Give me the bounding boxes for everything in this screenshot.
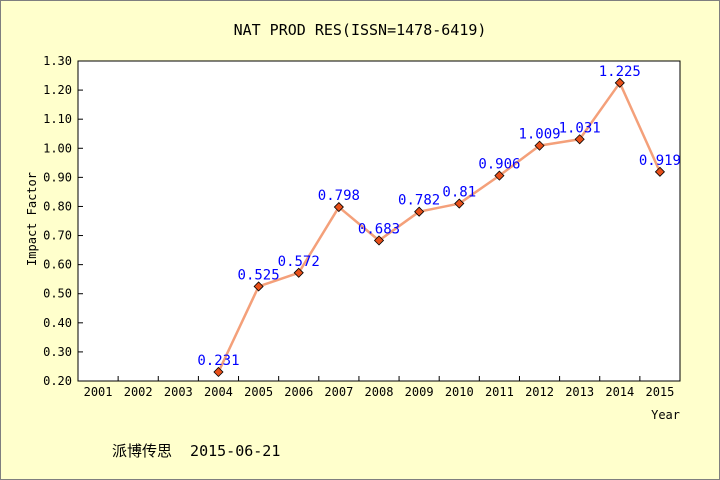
data-point-marker: [494, 170, 505, 181]
x-tick-label: 2011: [485, 385, 514, 399]
x-tick-label: 2010: [445, 385, 474, 399]
data-label: 0.782: [398, 193, 440, 209]
y-tick-label: 0.60: [43, 258, 72, 272]
data-point-marker: [213, 366, 224, 378]
data-point-marker: [293, 267, 304, 278]
x-tick-label: 2012: [525, 385, 554, 399]
y-tick-label: 0.40: [43, 316, 72, 330]
data-point-marker: [534, 140, 545, 151]
x-tick-label: 2005: [244, 385, 273, 399]
data-label: 1.031: [559, 120, 601, 136]
data-label: 0.525: [238, 267, 280, 283]
data-point-marker: [333, 201, 344, 213]
y-tick-label: 0.70: [43, 229, 72, 243]
data-label: 1.009: [518, 127, 560, 143]
x-tick-label: 2009: [405, 385, 434, 399]
x-tick-label: 2004: [204, 385, 233, 399]
watermark-text: 派博传思 2015-06-21: [112, 442, 281, 460]
y-tick-label: 0.80: [43, 199, 72, 213]
x-tick-label: 2006: [284, 385, 313, 399]
data-point-marker: [454, 198, 465, 209]
y-tick-label: 1.30: [43, 54, 72, 68]
x-axis-label: Year: [651, 408, 680, 422]
data-point-marker: [414, 206, 425, 217]
data-label: 0.919: [639, 153, 681, 169]
data-label: 0.231: [197, 353, 239, 369]
data-label: 0.906: [478, 157, 520, 173]
data-point-marker: [574, 134, 585, 145]
data-label: 0.798: [318, 188, 360, 204]
y-tick-label: 1.10: [43, 112, 72, 126]
x-axis-ticks: 2001 2002 2003 2004 2005 2006 2007 2008 2009 2010…: [84, 376, 674, 399]
x-tick-label: 2015: [645, 385, 674, 399]
data-label: 0.683: [358, 221, 400, 237]
y-tick-label: 0.20: [43, 374, 72, 388]
x-tick-label: 2001: [84, 385, 113, 399]
x-tick-label: 2002: [124, 385, 153, 399]
data-point-marker: [614, 77, 625, 88]
data-label: 1.225: [599, 64, 641, 80]
chart-title: NAT PROD RES(ISSN=1478-6419): [234, 21, 487, 39]
y-tick-label: 0.50: [43, 287, 72, 301]
y-axis-ticks: 0.20 0.30 0.40 0.50 0.60 0.70 0.80 0.90 1.00 1.10…: [43, 54, 83, 388]
data-point-marker: [253, 281, 264, 292]
data-label: 0.572: [278, 254, 320, 270]
x-tick-label: 2008: [365, 385, 394, 399]
x-tick-label: 2014: [605, 385, 634, 399]
x-tick-label: 2013: [565, 385, 594, 399]
x-tick-label: 2003: [164, 385, 193, 399]
data-label: 0.81: [442, 185, 476, 201]
y-axis-label: Impact Factor: [25, 172, 39, 266]
plot-area: [77, 60, 681, 382]
x-tick-label: 2007: [324, 385, 353, 399]
series-line: [217, 81, 662, 373]
y-tick-label: 1.00: [43, 141, 72, 155]
y-tick-label: 1.20: [43, 83, 72, 97]
data-point-marker: [373, 235, 385, 246]
y-tick-label: 0.90: [43, 170, 72, 184]
data-point-marker: [654, 166, 665, 177]
y-tick-label: 0.30: [43, 345, 72, 359]
